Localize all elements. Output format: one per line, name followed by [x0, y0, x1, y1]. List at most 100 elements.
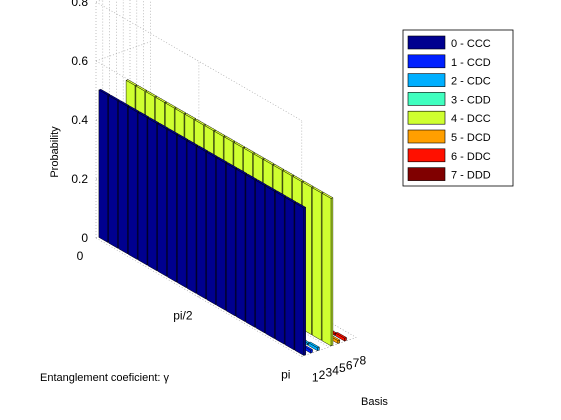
x-tick-label: 5 — [339, 361, 346, 375]
x-tick-label: 2 — [319, 368, 326, 382]
bar — [265, 185, 277, 339]
legend-swatch — [407, 148, 446, 163]
bar-side-face — [284, 197, 295, 351]
bar-top-face — [335, 332, 347, 339]
legend-swatch — [407, 129, 446, 144]
z-tick-label: 0 — [81, 231, 88, 245]
bar — [226, 162, 238, 317]
bar — [147, 117, 159, 272]
legend-label: 6 - DDC — [451, 151, 491, 163]
legend-label: 0 - CCC — [451, 38, 491, 50]
bar-side-face — [108, 95, 118, 249]
bar — [294, 201, 306, 356]
bar-top-face — [206, 151, 218, 158]
bar-side-face — [167, 129, 177, 283]
bar-side-face — [206, 151, 216, 305]
bar-side-face — [265, 185, 275, 339]
bar-top-face — [155, 96, 167, 103]
bar-top-face — [243, 147, 255, 154]
y-tick-label: 0 — [77, 249, 84, 263]
legend-label: 4 - DCC — [451, 113, 491, 125]
bar-side-face — [312, 187, 322, 341]
bar — [275, 190, 287, 345]
bar-top-face — [147, 117, 159, 124]
bar-side-face — [294, 202, 305, 356]
legend-label: 3 - CDD — [451, 94, 491, 106]
bar-front-face — [330, 197, 334, 347]
y-tick-label: pi/2 — [173, 308, 193, 322]
bar-top-face — [165, 101, 177, 109]
legend-swatch — [407, 92, 446, 106]
bar-top-face — [145, 90, 157, 97]
bar-top-face — [255, 179, 267, 186]
legend-swatch — [407, 73, 446, 87]
grid-line — [301, 337, 357, 357]
bar-top-face — [98, 88, 110, 96]
bar — [255, 179, 267, 334]
axes-layer: 0 0.2 0.4 0.6 0.8 0 pi/2 pi 1 2 3 4 5 6 7 8 — [71, 0, 366, 384]
bar-side-face — [147, 117, 158, 272]
bar-top-face — [312, 186, 324, 194]
bar-side-face — [137, 112, 148, 266]
bar-top-face — [302, 181, 314, 188]
legend-label: 7 - DDD — [451, 170, 491, 182]
bar-top-face — [184, 113, 196, 120]
z-axis-label: Probability — [49, 126, 61, 178]
bar — [235, 168, 248, 322]
legend-swatch — [407, 110, 446, 125]
bar-top-face — [196, 145, 208, 152]
bar-top-face — [275, 190, 287, 197]
x-tick-label: 1 — [312, 370, 319, 384]
bar-top-face — [135, 85, 147, 92]
bar-top-face — [137, 111, 150, 118]
z-tick-label: 0.4 — [71, 113, 88, 127]
bar-top-face — [167, 128, 179, 135]
bar — [128, 105, 140, 260]
bar-top-face — [216, 156, 228, 164]
legend-label: 1 - CCD — [451, 57, 491, 69]
bar-side-face — [177, 134, 187, 288]
z-tick-label: 0.6 — [71, 54, 88, 68]
bar — [216, 156, 228, 311]
bar-side-face — [226, 163, 236, 317]
bar-top-face — [235, 168, 248, 175]
bar-top-face — [108, 94, 120, 101]
bar — [196, 145, 208, 300]
bar-side-face — [128, 106, 138, 260]
x-tick-label: 3 — [325, 366, 332, 380]
bar — [137, 111, 150, 266]
x-tick-label: 6 — [346, 358, 353, 372]
bar-top-face — [186, 139, 199, 147]
bar-side-face — [118, 100, 128, 255]
legend: 0 - CCC 1 - CCD 2 - CDC 3 - CDD 4 - DCC 5 - D… — [402, 29, 514, 187]
bar-top-face — [194, 118, 206, 126]
bar-side-face — [255, 180, 265, 334]
bar-top-face — [204, 124, 216, 131]
bar-top-face — [226, 162, 238, 169]
bar-side-face — [196, 146, 207, 300]
bar — [157, 122, 169, 277]
bar — [177, 134, 189, 288]
x-tick-label: 8 — [359, 354, 366, 368]
bar-top-face — [174, 107, 187, 114]
y-tick-label: pi — [281, 368, 290, 382]
legend-swatch — [407, 35, 446, 50]
bar-top-face — [245, 173, 257, 181]
bar-top-face — [118, 100, 130, 107]
bar — [206, 151, 218, 305]
bar-side-face — [186, 140, 197, 294]
bar-top-face — [282, 169, 294, 177]
bar-top-face — [292, 175, 304, 182]
bar — [308, 341, 320, 351]
bar-top-face — [308, 341, 320, 349]
bar — [167, 128, 179, 283]
bar-side-face — [216, 157, 226, 311]
bar-top-face — [272, 164, 285, 171]
bar-side-face — [235, 168, 246, 322]
bar-side-face — [245, 174, 256, 328]
bar-side-face — [275, 191, 285, 345]
legend-label: 5 - DCD — [451, 132, 491, 144]
legend-label: 2 - CDC — [451, 76, 491, 88]
bar-top-face — [125, 79, 138, 86]
